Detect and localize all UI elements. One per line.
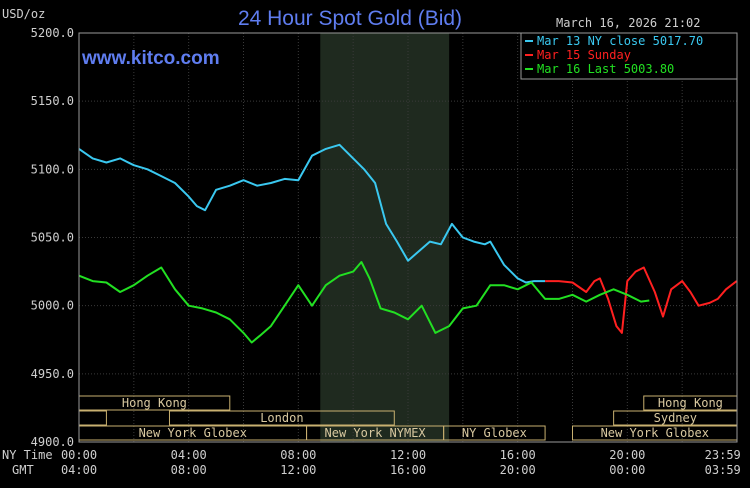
legend-entry: Mar 16 Last 5003.80 xyxy=(537,62,674,76)
market-label: New York NYMEX xyxy=(325,426,427,440)
market-bar xyxy=(443,425,546,441)
market-label: Sydney xyxy=(654,411,697,425)
legend-entry: Mar 13 NY close 5017.70 xyxy=(537,34,703,48)
x-axis-ticks: 00:00 04:00 08:00 12:00 16:00 20:00 23:5904:00… xyxy=(61,448,741,477)
market-label: New York Globex xyxy=(601,426,709,440)
x-tick-gmt: 00:00 xyxy=(609,463,645,477)
y-tick-label: 5000.0 xyxy=(31,299,74,313)
market-label: New York Globex xyxy=(139,426,247,440)
series-line-0 xyxy=(78,143,546,284)
x-tick-gmt: 08:00 xyxy=(171,463,207,477)
x-tick-ny-time: 20:00 xyxy=(609,448,645,462)
y-tick-label: 5150.0 xyxy=(31,94,74,108)
x-tick-ny-time: 12:00 xyxy=(390,448,426,462)
y-tick-label: 5200.0 xyxy=(31,26,74,40)
y-axis-unit-label: USD/oz xyxy=(2,7,45,21)
y-axis-ticks: 5200.0 5150.0 5100.0 5050.0 5000.0 4950.0 4900… xyxy=(31,26,74,449)
shaded-session-0 xyxy=(320,33,450,442)
series-line-1 xyxy=(545,266,738,334)
gmt-row-label: GMT xyxy=(12,463,34,477)
x-tick-ny-time: 23:59 xyxy=(705,448,741,462)
series-lines xyxy=(78,143,738,344)
legend-entry: Mar 15 Sunday xyxy=(537,48,631,62)
plot-frame xyxy=(78,32,738,443)
timestamp: March 16, 2026 21:02 xyxy=(556,16,701,30)
market-label: London xyxy=(260,411,303,425)
market-label: Hong Kong xyxy=(658,396,723,410)
market-label: NY Globex xyxy=(462,426,527,440)
session-shading xyxy=(320,33,450,442)
x-tick-ny-time: 04:00 xyxy=(171,448,207,462)
x-tick-gmt: 16:00 xyxy=(390,463,426,477)
legend-box xyxy=(520,32,738,80)
x-tick-gmt: 20:00 xyxy=(500,463,536,477)
x-tick-gmt: 12:00 xyxy=(280,463,316,477)
y-tick-label: 5100.0 xyxy=(31,162,74,176)
y-tick-label: 4900.0 xyxy=(31,435,74,449)
market-label: Hong Kong xyxy=(122,396,187,410)
market-bar xyxy=(168,410,395,426)
x-tick-gmt: 04:00 xyxy=(61,463,97,477)
x-tick-ny-time: 16:00 xyxy=(500,448,536,462)
y-tick-label: 4950.0 xyxy=(31,367,74,381)
x-tick-ny-time: 08:00 xyxy=(280,448,316,462)
x-tick-ny-time: 00:00 xyxy=(61,448,97,462)
ny-time-row-label: NY Time xyxy=(2,448,53,462)
website-url: www.kitco.com xyxy=(81,48,220,69)
series-line-2 xyxy=(78,261,650,344)
x-tick-gmt: 03:59 xyxy=(705,463,741,477)
y-tick-label: 5050.0 xyxy=(31,231,74,245)
chart-title: 24 Hour Spot Gold (Bid) xyxy=(238,7,462,30)
